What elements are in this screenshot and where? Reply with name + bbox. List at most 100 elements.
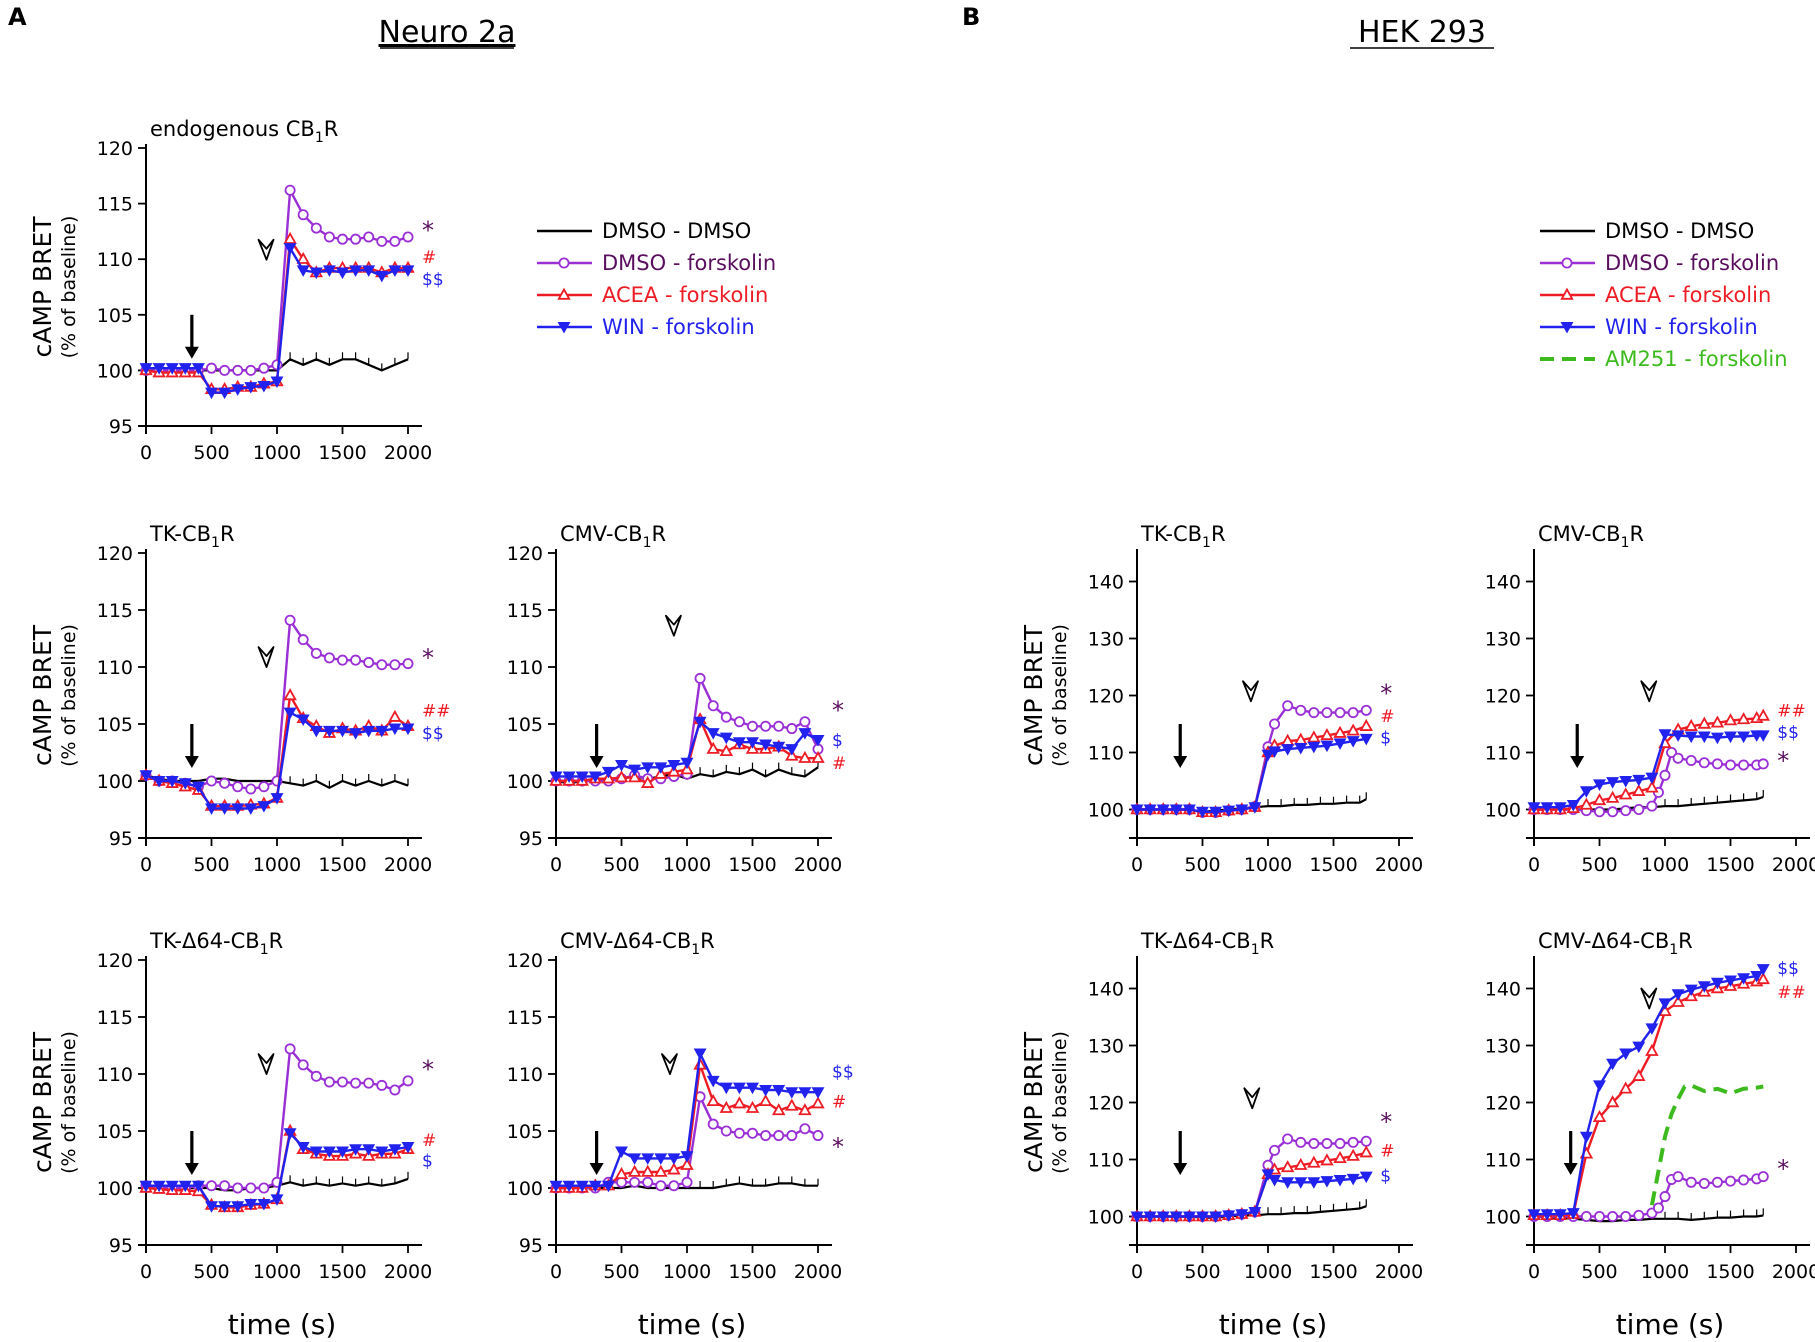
data-point-win_forskolin <box>1196 806 1209 819</box>
data-point-win_forskolin <box>562 1180 576 1193</box>
data-point-win_forskolin <box>244 382 258 394</box>
drug-arrow-head <box>589 756 604 768</box>
data-point-win_forskolin <box>654 1153 668 1165</box>
data-point-win_forskolin <box>628 764 642 777</box>
panel-a-letter: A <box>8 3 27 31</box>
y-tick-label: 115 <box>97 1007 133 1029</box>
data-point-win_forskolin <box>1697 981 1711 993</box>
data-point-win_forskolin <box>1619 776 1633 788</box>
x-tick-label: 1000 <box>253 854 301 876</box>
data-point-acea_forskolin <box>811 750 825 763</box>
data-point-win_forskolin <box>165 776 179 788</box>
significance-marker: $$ <box>1777 723 1799 743</box>
chart-title: TK-CB1R <box>149 522 235 551</box>
data-point-win_forskolin <box>296 1141 310 1154</box>
data-point-acea_forskolin <box>283 688 297 701</box>
data-point-acea_forskolin <box>1605 790 1620 803</box>
panel-a-title: Neuro 2a <box>379 15 516 50</box>
x-tick-label: 1500 <box>318 854 366 876</box>
series-line-dmso_forskolin <box>1137 704 1367 814</box>
data-point-win_forskolin <box>667 760 681 772</box>
y-tick-label: 100 <box>1088 1207 1124 1229</box>
data-point-dmso_forskolin <box>707 700 719 712</box>
data-point-win_forskolin <box>283 707 297 720</box>
data-point-win_forskolin <box>1593 1080 1606 1092</box>
data-point-win_forskolin <box>1156 1211 1170 1224</box>
data-point-dmso_forskolin <box>812 1130 824 1142</box>
data-point-win_forskolin <box>257 801 271 813</box>
legend-label: DMSO - forskolin <box>1605 251 1779 275</box>
x-tick-label: 2000 <box>384 854 432 876</box>
data-point-dmso_forskolin <box>297 634 309 646</box>
data-point-dmso_forskolin <box>205 775 217 787</box>
data-point-dmso_forskolin <box>1360 704 1372 716</box>
data-point-win_forskolin <box>680 757 694 770</box>
data-point-win_forskolin <box>1143 804 1157 817</box>
x-tick-label: 0 <box>140 854 152 876</box>
data-point-dmso_forskolin <box>668 1180 680 1192</box>
y-axis-label-units: (% of baseline) <box>1049 1031 1071 1174</box>
data-point-dmso_forskolin <box>655 1180 667 1192</box>
significance-marker: ## <box>1777 701 1806 721</box>
y-tick-label: 100 <box>1485 800 1521 822</box>
data-point-acea_forskolin <box>719 1100 734 1113</box>
data-point-win_forskolin <box>205 1201 218 1213</box>
x-tick-label: 1500 <box>318 1261 366 1283</box>
data-point-acea_forskolin <box>1697 716 1712 729</box>
data-point-win_forskolin <box>746 1082 759 1095</box>
x-tick-label: 500 <box>1581 1261 1617 1283</box>
data-point-dmso_forskolin <box>1334 707 1346 719</box>
x-tick-label: 2000 <box>1375 854 1423 876</box>
y-axis-label-units: (% of baseline) <box>1049 624 1071 767</box>
data-point-win_forskolin <box>1658 998 1672 1010</box>
data-point-dmso_forskolin <box>1295 1136 1307 1148</box>
data-point-dmso_forskolin <box>1360 1135 1372 1147</box>
data-point-dmso_forskolin <box>376 1079 388 1091</box>
y-tick-label: 100 <box>507 771 543 793</box>
data-point-dmso_forskolin <box>323 231 335 243</box>
data-point-win_forskolin <box>1248 802 1262 814</box>
data-point-win_forskolin <box>1196 1211 1209 1224</box>
y-tick-label: 105 <box>97 305 133 327</box>
data-point-acea_forskolin <box>1756 972 1770 985</box>
data-point-win_forskolin <box>785 744 799 756</box>
data-point-acea_forskolin <box>1684 718 1698 731</box>
data-point-win_forskolin <box>706 1075 720 1088</box>
data-point-win_forskolin <box>615 760 628 772</box>
data-point-win_forskolin <box>349 1144 363 1156</box>
significance-marker: # <box>832 1092 846 1112</box>
data-point-win_forskolin <box>1320 1176 1334 1188</box>
significance-marker: # <box>832 754 846 774</box>
data-point-dmso_forskolin <box>258 362 270 374</box>
data-point-win_forskolin <box>1222 805 1236 818</box>
data-point-acea_forskolin <box>640 1164 655 1177</box>
data-point-acea_forskolin <box>1320 728 1334 741</box>
data-point-win_forskolin <box>693 1048 707 1061</box>
y-tick-label: 120 <box>97 950 133 972</box>
data-point-acea_forskolin <box>1359 718 1373 731</box>
x-tick-label: 1000 <box>253 442 301 464</box>
drug-arrow-head <box>589 1163 604 1175</box>
data-point-win_forskolin <box>1307 1177 1321 1189</box>
data-point-dmso_forskolin <box>773 1130 785 1142</box>
significance-marker: * <box>1777 747 1789 775</box>
data-point-dmso_forskolin <box>205 1180 217 1192</box>
chart-b_cmv: 100 110 120 130 140 0 500 1000 1500 2000 CMV-CB1R #… <box>1485 522 1815 876</box>
data-point-acea_forskolin <box>1736 712 1751 725</box>
data-point-acea_forskolin <box>614 770 629 783</box>
data-point-win_forskolin <box>811 1087 825 1099</box>
data-point-dmso_forskolin <box>773 720 785 732</box>
x-tick-label: 500 <box>603 1261 639 1283</box>
legend-panel-a: DMSO - DMSO DMSO - forskolin ACEA - forsko… <box>537 219 776 339</box>
data-point-win_forskolin <box>1248 1206 1262 1219</box>
x-tick-label: 1500 <box>1309 854 1357 876</box>
data-point-dmso_forskolin <box>1738 759 1750 771</box>
data-point-win_forskolin <box>178 778 192 790</box>
data-point-dmso_forskolin <box>1334 1138 1346 1150</box>
legend-swatch-marker <box>1561 257 1573 269</box>
data-point-acea_forskolin <box>1592 793 1607 806</box>
data-point-win_forskolin <box>575 771 589 783</box>
data-point-acea_forskolin <box>1756 708 1770 721</box>
data-point-dmso_forskolin <box>786 723 798 735</box>
